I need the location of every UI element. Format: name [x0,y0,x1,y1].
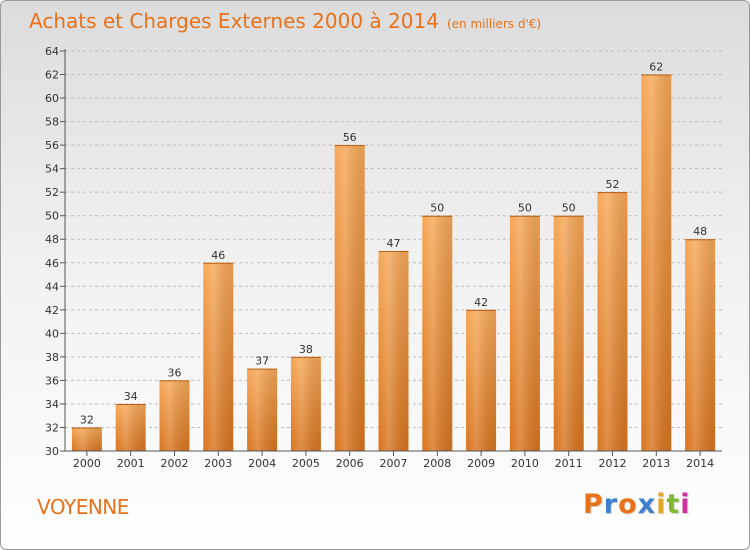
y-tick-label: 56 [45,139,59,152]
bars: 32 34 36 46 37 38 56 47 50 42 50 50 52 62 48 [71,61,716,452]
y-tick-label: 44 [45,280,59,293]
logo-letter: r [603,489,619,520]
y-tick-label: 50 [45,210,59,223]
y-tick-label: 42 [45,304,59,317]
y-tick-label: 48 [45,233,59,246]
y-tick-label: 32 [45,421,59,434]
bar-shine [71,427,102,451]
bar-shine [553,215,584,451]
y-tick-label: 58 [45,116,59,129]
proxiti-logo[interactable]: Proxiti [583,489,691,520]
x-tick-label: 2010 [511,457,539,470]
x-tick-label: 2001 [117,457,145,470]
bar-shine [378,251,409,451]
bar-shine [159,380,190,451]
data-label: 50 [562,202,576,215]
x-tick-label: 2012 [599,457,627,470]
y-tick-label: 52 [45,186,59,199]
x-tick-label: 2011 [555,457,583,470]
logo-letter: t [666,489,681,520]
x-tick-label: 2003 [204,457,232,470]
data-label: 47 [387,237,401,250]
x-tick-label: 2008 [423,457,451,470]
bar-shine [509,215,540,451]
data-label: 36 [168,366,182,379]
commune-name: VOYENNE [37,495,129,519]
data-label: 37 [255,355,269,368]
x-tick-label: 2007 [380,457,408,470]
x-tick-label: 2005 [292,457,320,470]
data-label: 38 [299,343,313,356]
data-label: 52 [606,178,620,191]
x-tick-label: 2013 [642,457,670,470]
chart-title: Achats et Charges Externes 2000 à 2014 (e… [29,9,541,33]
x-tick-label: 2002 [161,457,189,470]
chart-subtitle: (en milliers d'€) [446,17,542,31]
y-tick-label: 64 [45,45,59,58]
x-tick-label: 2006 [336,457,364,470]
data-label: 34 [124,390,138,403]
logo-letter: x [637,489,657,520]
y-tick-label: 30 [45,445,59,458]
data-label: 62 [649,61,663,74]
data-label: 42 [474,296,488,309]
y-tick-label: 36 [45,374,59,387]
y-tick-label: 38 [45,351,59,364]
y-tick-label: 34 [45,398,59,411]
y-tick-label: 40 [45,327,59,340]
data-label: 48 [693,225,707,238]
data-label: 46 [211,249,225,262]
y-tick-label: 46 [45,257,59,270]
bar-shine [685,239,716,451]
data-label: 50 [518,202,532,215]
x-tick-label: 2004 [248,457,276,470]
y-tick-label: 60 [45,92,59,105]
logo-letter: i [656,489,667,520]
y-tick-label: 62 [45,69,59,82]
y-tick-label: 54 [45,163,59,176]
logo-letter: i [680,489,691,520]
logo-letter: P [583,489,604,520]
bar-shine [203,262,234,451]
bar-shine [466,309,497,451]
data-label: 56 [343,131,357,144]
bar-shine [597,192,628,452]
chart-title-text: Achats et Charges Externes 2000 à 2014 [29,9,439,33]
bar-shine [290,356,321,451]
bar-shine [641,74,672,451]
x-tick-label: 2009 [467,457,495,470]
bar-shine [422,215,453,451]
logo-letter: o [618,489,638,520]
data-label: 50 [430,202,444,215]
bar-shine [334,145,365,451]
x-tick-label: 2014 [686,457,714,470]
bar-shine [115,403,146,451]
axes: 30 32 34 36 38 40 42 44 46 48 50 52 54 56 58 60 62 64 2000… [45,45,722,470]
data-label: 32 [80,413,94,426]
bar-shine [247,368,278,451]
x-tick-label: 2000 [73,457,101,470]
